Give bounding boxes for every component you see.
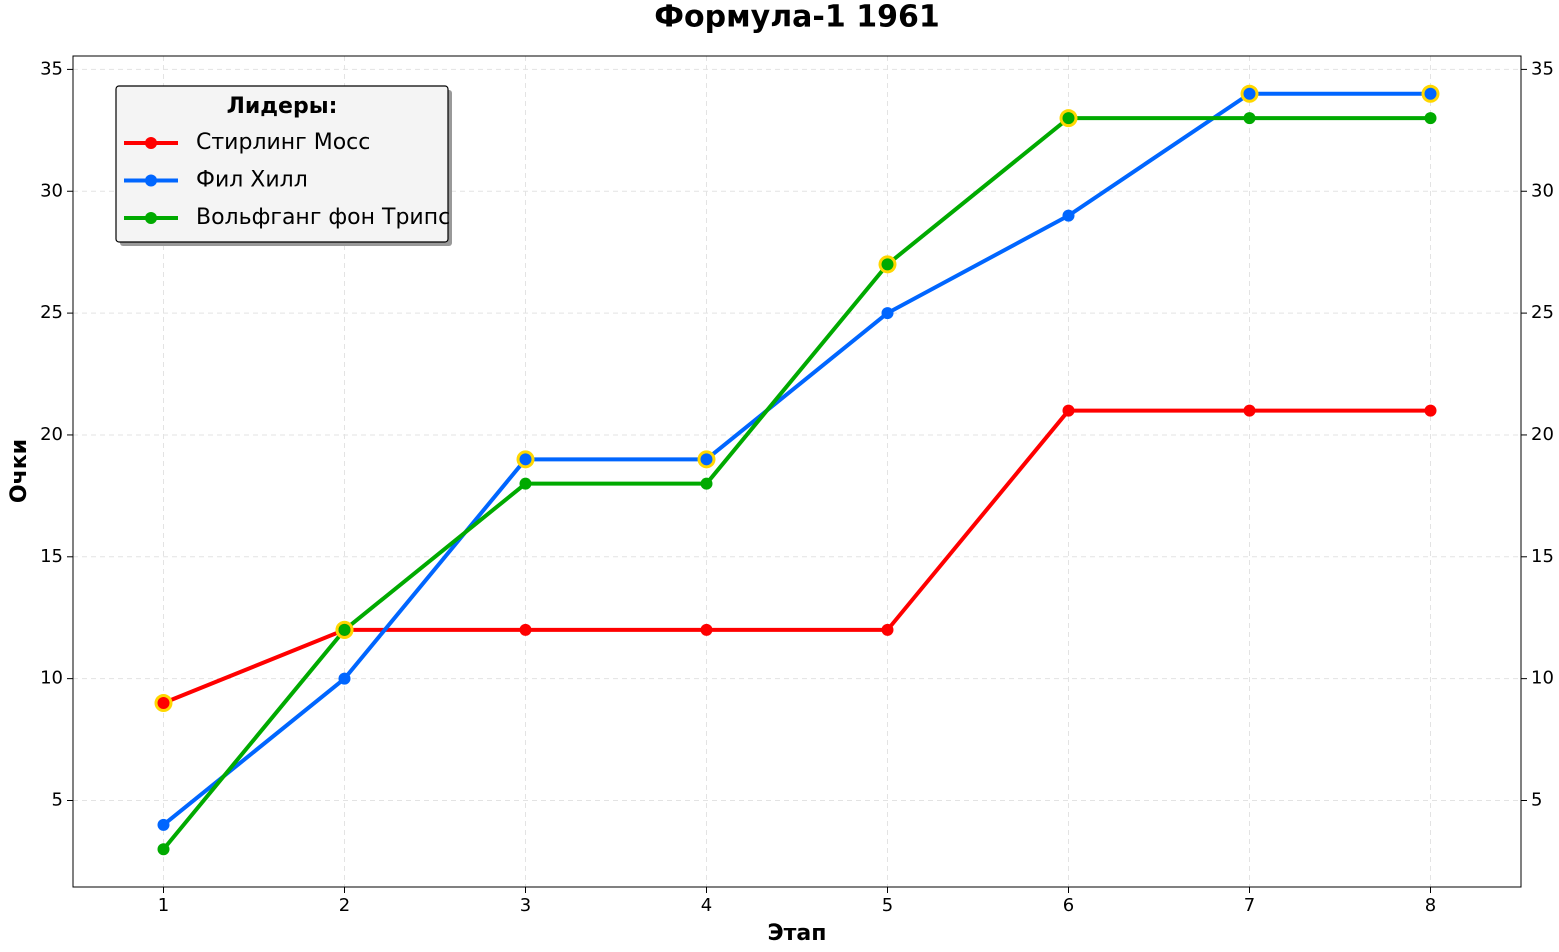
legend-title: Лидеры: <box>227 94 338 119</box>
y-tick-label: 35 <box>40 58 63 79</box>
data-point <box>881 307 894 320</box>
data-point <box>157 697 170 710</box>
data-point <box>1243 87 1256 100</box>
y-tick-label: 10 <box>40 668 63 689</box>
series-line <box>162 91 1431 827</box>
chart-title: Формула-1 1961 <box>654 0 939 35</box>
data-point <box>1062 404 1075 417</box>
y-tick-label: 20 <box>40 424 63 445</box>
data-point <box>1062 112 1075 125</box>
data-point <box>519 623 532 636</box>
data-point <box>1424 112 1437 125</box>
y-axis-label: Очки <box>7 439 32 503</box>
y2-tick-label: 5 <box>1531 789 1542 810</box>
legend-marker <box>145 174 157 187</box>
series-line <box>161 116 1431 851</box>
y-tick-label: 25 <box>40 302 63 323</box>
data-point <box>1243 404 1256 417</box>
y-tick-label: 30 <box>40 180 63 201</box>
data-point <box>881 623 894 636</box>
y2-tick-label: 35 <box>1531 58 1554 79</box>
x-tick-label: 4 <box>701 895 712 916</box>
data-point <box>700 453 713 466</box>
data-point <box>519 477 532 490</box>
x-tick-label: 7 <box>1244 895 1255 916</box>
x-tick-label: 6 <box>1063 895 1074 916</box>
data-point <box>1424 404 1437 417</box>
plot-frame <box>72 55 1522 888</box>
legend-label: Фил Хилл <box>196 168 308 193</box>
legend-label: Стирлинг Мосс <box>196 130 370 155</box>
y2-tick-label: 25 <box>1531 302 1554 323</box>
x-tick-label: 3 <box>520 895 531 916</box>
data-point <box>1062 209 1075 222</box>
y2-tick-label: 10 <box>1531 668 1554 689</box>
x-tick-label: 1 <box>158 895 169 916</box>
data-point <box>1424 87 1437 100</box>
y2-tick-label: 15 <box>1531 546 1554 567</box>
x-tick-label: 8 <box>1425 895 1436 916</box>
data-point <box>157 818 170 831</box>
legend-box <box>115 85 449 243</box>
y2-tick-label: 20 <box>1531 424 1554 445</box>
data-point <box>157 843 170 856</box>
legend: Лидеры: Стирлинг Мосс Фил Хилл Вольфганг фо… <box>115 85 452 246</box>
data-point <box>338 672 351 685</box>
y-tick-label: 5 <box>52 789 63 810</box>
y-tick-label: 15 <box>40 546 63 567</box>
data-point <box>338 623 351 636</box>
data-point <box>700 477 713 490</box>
y2-tick-label: 30 <box>1531 180 1554 201</box>
x-axis-label: Этап <box>768 921 827 946</box>
legend-marker <box>145 212 157 224</box>
x-tick-label: 5 <box>882 895 893 916</box>
series-line <box>162 408 1431 705</box>
legend-marker <box>145 137 157 149</box>
data-point <box>1243 112 1256 125</box>
data-point <box>519 453 532 466</box>
data-point <box>881 258 894 271</box>
legend-label: Вольфганг фон Трипс <box>196 205 450 230</box>
data-point <box>700 623 713 636</box>
x-tick-label: 2 <box>339 895 350 916</box>
